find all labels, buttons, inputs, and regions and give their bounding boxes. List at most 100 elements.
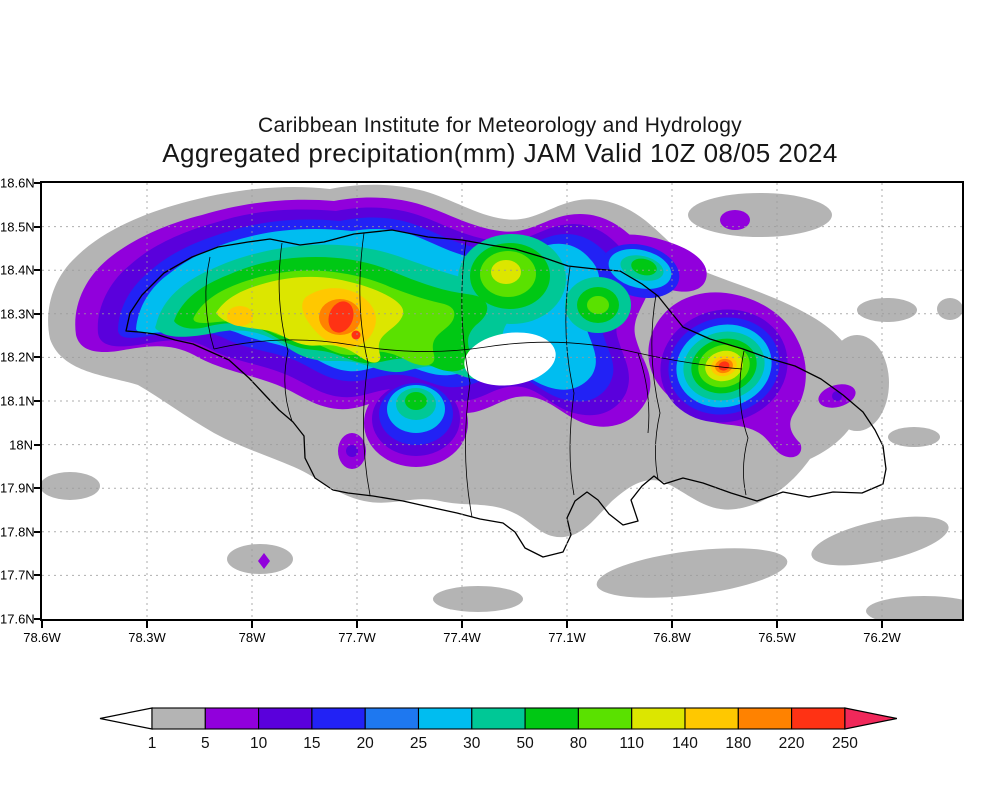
lon-tick-label: 76.5W — [758, 630, 796, 645]
precip-shade-green-tongue — [405, 392, 427, 410]
colorbar-segment — [524, 707, 579, 730]
colorbar-label: 50 — [516, 735, 534, 752]
precip-shade-indigo-spot — [346, 445, 358, 457]
lon-tickmark — [776, 621, 778, 628]
lon-tick-label: 76.8W — [653, 630, 691, 645]
map-title: Aggregated precipitation(mm) JAM Valid 1… — [162, 138, 838, 168]
colorbar-label: 25 — [410, 735, 427, 752]
lon-tickmark — [251, 621, 253, 628]
lon-tick-label: 78W — [238, 630, 266, 645]
colorbar-label: 250 — [832, 735, 858, 752]
parish-boundary — [213, 339, 743, 370]
colorbar-segment — [577, 707, 633, 730]
lon-tick-label: 77.1W — [548, 630, 586, 645]
colorbar-segment — [151, 707, 206, 730]
colorbar-segment — [364, 707, 420, 730]
precip-shade-gray-blob — [866, 596, 962, 619]
colorbar-label: 15 — [303, 735, 320, 752]
parish-boundary — [205, 256, 215, 350]
lon-tickmark — [356, 621, 358, 628]
colorbar-over-arrow — [844, 707, 898, 730]
lon-tickmark — [566, 621, 568, 628]
precip-shade-gray-blob — [857, 298, 917, 322]
parish-boundary — [359, 232, 371, 496]
precip-shade-purple-blob — [720, 210, 750, 230]
colorbar-label: 140 — [672, 735, 698, 752]
parish-boundary — [637, 352, 650, 434]
lon-tick-label: 78.6W — [23, 630, 61, 645]
shade-red-layer — [328, 301, 730, 371]
colorbar-label: 10 — [250, 735, 268, 752]
parish-boundary — [651, 294, 661, 480]
precip-shade-gray-blob — [937, 298, 962, 320]
precipitation-map-canvas — [42, 183, 962, 619]
colorbar-segment — [791, 707, 846, 730]
lon-tickmark — [881, 621, 883, 628]
jamaica-coastline — [125, 229, 887, 558]
lon-tick-label: 77.7W — [338, 630, 376, 645]
precip-shade-gray-blob — [433, 586, 523, 612]
precip-shade-indigo-spot — [832, 391, 842, 401]
lon-tick-label: 76.2W — [863, 630, 901, 645]
parish-boundary — [739, 350, 749, 496]
institution-title: Caribbean Institute for Meteorology and … — [258, 114, 742, 137]
lon-tick-label: 78.3W — [128, 630, 166, 645]
colorbar-segment — [204, 707, 260, 730]
precip-shade-gray-blob — [42, 472, 100, 500]
colorbar-label: 180 — [725, 735, 751, 752]
precip-shade-gray-blob — [825, 335, 889, 431]
lat-tick-label: 17.9N — [0, 480, 35, 496]
lat-tick-label: 18.2N — [0, 349, 35, 365]
coastline-layer — [125, 229, 887, 558]
colorbar-segment — [311, 707, 366, 730]
precip-shade-gray-blob — [596, 548, 788, 598]
precip-shade-red-west — [328, 301, 354, 333]
lat-tick-label: 17.6N — [0, 611, 35, 627]
colorbar-segment — [471, 707, 526, 730]
dry-hole — [464, 332, 556, 386]
lon-tickmark — [461, 621, 463, 628]
precip-shade-gray-blob — [811, 516, 949, 566]
colorbar-segment — [737, 707, 793, 730]
precip-shade-red-east — [718, 361, 730, 371]
lat-tick-label: 18.3N — [0, 306, 35, 322]
lat-tick-label: 18.4N — [0, 262, 35, 278]
lon-tickmark — [671, 621, 673, 628]
lat-tick-label: 18.1N — [0, 393, 35, 409]
colorbar-segment — [258, 707, 313, 730]
colorbar-label: 80 — [570, 735, 588, 752]
precip-shade-gray-blob — [688, 193, 832, 237]
colorbar-label: 30 — [463, 735, 481, 752]
colorbar-label: 5 — [201, 735, 210, 752]
precipitation-colorbar: 1 5 10 15 20 25 30 50 80 110 140 180 220 250 — [99, 707, 898, 752]
parish-boundary — [565, 266, 575, 496]
precip-shade-red-spot — [351, 330, 361, 340]
precip-shade-brightgreen-centraleast — [587, 296, 609, 314]
precip-shade-gray-blob — [888, 427, 940, 447]
precip-shade-yellow-central — [491, 260, 521, 284]
colorbar-label: 20 — [357, 735, 375, 752]
precip-shade-orange-spot — [227, 306, 253, 326]
lat-tick-label: 18.6N — [0, 175, 35, 191]
lon-tickmark — [146, 621, 148, 628]
colorbar-label: 220 — [779, 735, 805, 752]
colorbar-segment — [631, 707, 686, 730]
graticule-layer — [42, 183, 962, 619]
colorbar-under-arrow — [99, 707, 153, 730]
lon-tickmark — [41, 621, 43, 628]
parish-boundary — [278, 242, 293, 422]
precip-shade-green-bridge — [631, 258, 657, 276]
parish-boundary — [461, 240, 473, 518]
lat-tick-label: 17.8N — [0, 524, 35, 540]
map-plot-frame — [40, 181, 964, 621]
lat-tick-label: 17.7N — [0, 567, 35, 583]
precip-shade-purple-diamond — [258, 553, 270, 569]
colorbar-label: 1 — [148, 735, 157, 752]
lat-tick-label: 18N — [9, 437, 33, 453]
colorbar-segment — [684, 707, 739, 730]
lon-tick-label: 77.4W — [443, 630, 481, 645]
colorbar-label: 110 — [619, 735, 644, 752]
colorbar-segment — [417, 707, 473, 730]
lat-tick-label: 18.5N — [0, 219, 35, 235]
